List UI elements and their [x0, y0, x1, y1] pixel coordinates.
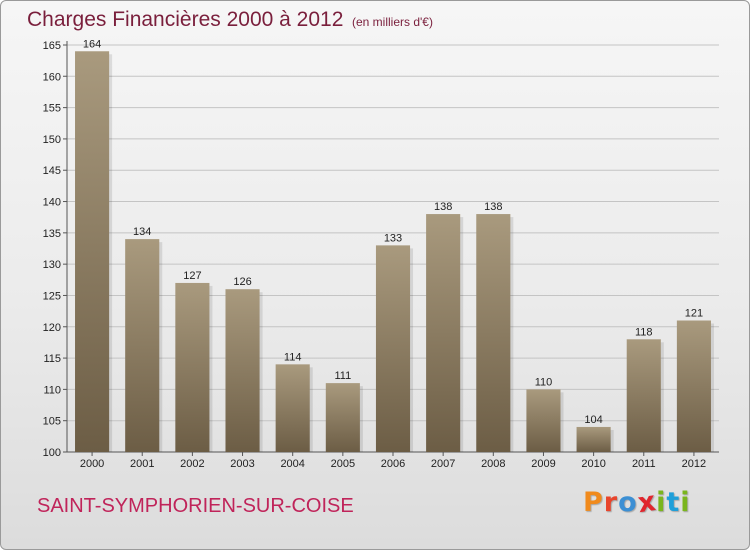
bar: [476, 214, 511, 452]
logo-letter: i: [680, 487, 691, 518]
x-tick-label: 2007: [431, 458, 455, 470]
y-tick-label: 165: [43, 40, 61, 52]
data-label: 114: [284, 351, 302, 363]
data-label: 110: [535, 376, 553, 388]
data-label: 133: [384, 232, 402, 244]
data-labels: 164 134 127 126 114 111 133 138 138 110 104 118 121: [83, 38, 703, 426]
data-label: 138: [484, 201, 502, 213]
y-tick-label: 110: [43, 384, 61, 396]
bar: [676, 320, 711, 452]
bar: [576, 426, 611, 452]
data-label: 134: [133, 226, 151, 238]
y-tick-label: 150: [43, 134, 61, 146]
x-tick-label: 2009: [531, 458, 555, 470]
x-tick-label: 2006: [381, 458, 405, 470]
y-tick-label: 115: [43, 353, 61, 365]
x-tick-label: 2004: [280, 458, 304, 470]
x-tick-label: 2005: [331, 458, 355, 470]
y-tick-label: 140: [43, 197, 61, 209]
bars: [75, 51, 714, 453]
chart-subtitle: (en milliers d'€): [352, 15, 433, 29]
y-tick-label: 160: [43, 71, 61, 83]
bar: [626, 339, 661, 452]
bar: [426, 214, 461, 452]
logo-letter: r: [603, 487, 619, 518]
y-tick-label: 105: [43, 416, 61, 428]
data-label: 121: [685, 308, 703, 320]
data-label: 164: [83, 38, 101, 50]
bar: [325, 383, 360, 452]
bar: [526, 389, 561, 452]
y-tick-label: 145: [43, 165, 61, 177]
data-label: 126: [233, 276, 251, 288]
y-tick-label: 155: [43, 103, 61, 115]
x-tick-label: 2003: [230, 458, 254, 470]
logo-letter: x: [635, 485, 659, 520]
bar: [375, 245, 411, 452]
x-tick-label: 2010: [581, 458, 605, 470]
y-tick-labels: 100 105 110 115 120 125 130 135 140 145 150 155 160 1…: [43, 40, 61, 459]
logo-letter: P: [583, 487, 604, 518]
x-tick-label: 2011: [632, 458, 656, 470]
proxiti-logo: Proxiti: [583, 485, 691, 520]
x-tick-label: 2000: [80, 458, 104, 470]
x-tick-label: 2008: [481, 458, 505, 470]
x-tick-label: 2012: [682, 458, 706, 470]
bar: [275, 364, 310, 452]
data-label: 127: [183, 270, 201, 282]
bar: [175, 282, 210, 452]
bar: [75, 51, 110, 453]
x-tick-label: 2001: [130, 458, 154, 470]
data-label: 111: [334, 370, 351, 382]
y-tick-label: 125: [43, 290, 61, 302]
logo-letter: i: [656, 487, 667, 518]
bar: [225, 289, 260, 452]
data-label: 138: [434, 201, 452, 213]
y-tick-label: 135: [43, 228, 61, 240]
x-tick-label: 2002: [180, 458, 204, 470]
logo-letter: t: [666, 487, 681, 518]
data-label: 118: [635, 326, 653, 338]
commune-name: SAINT-SYMPHORIEN-SUR-COISE: [37, 495, 354, 517]
data-label: 104: [584, 414, 602, 426]
x-tick-labels: 2000 2001 2002 2003 2004 2005 2006 2007 2008 2009…: [80, 452, 706, 470]
y-tick-label: 130: [43, 259, 61, 271]
logo-letter: o: [618, 487, 638, 518]
y-tick-label: 120: [43, 322, 61, 334]
y-tick-label: 100: [43, 447, 61, 459]
bar: [125, 239, 160, 452]
chart-title: Charges Financières 2000 à 2012: [27, 8, 344, 31]
